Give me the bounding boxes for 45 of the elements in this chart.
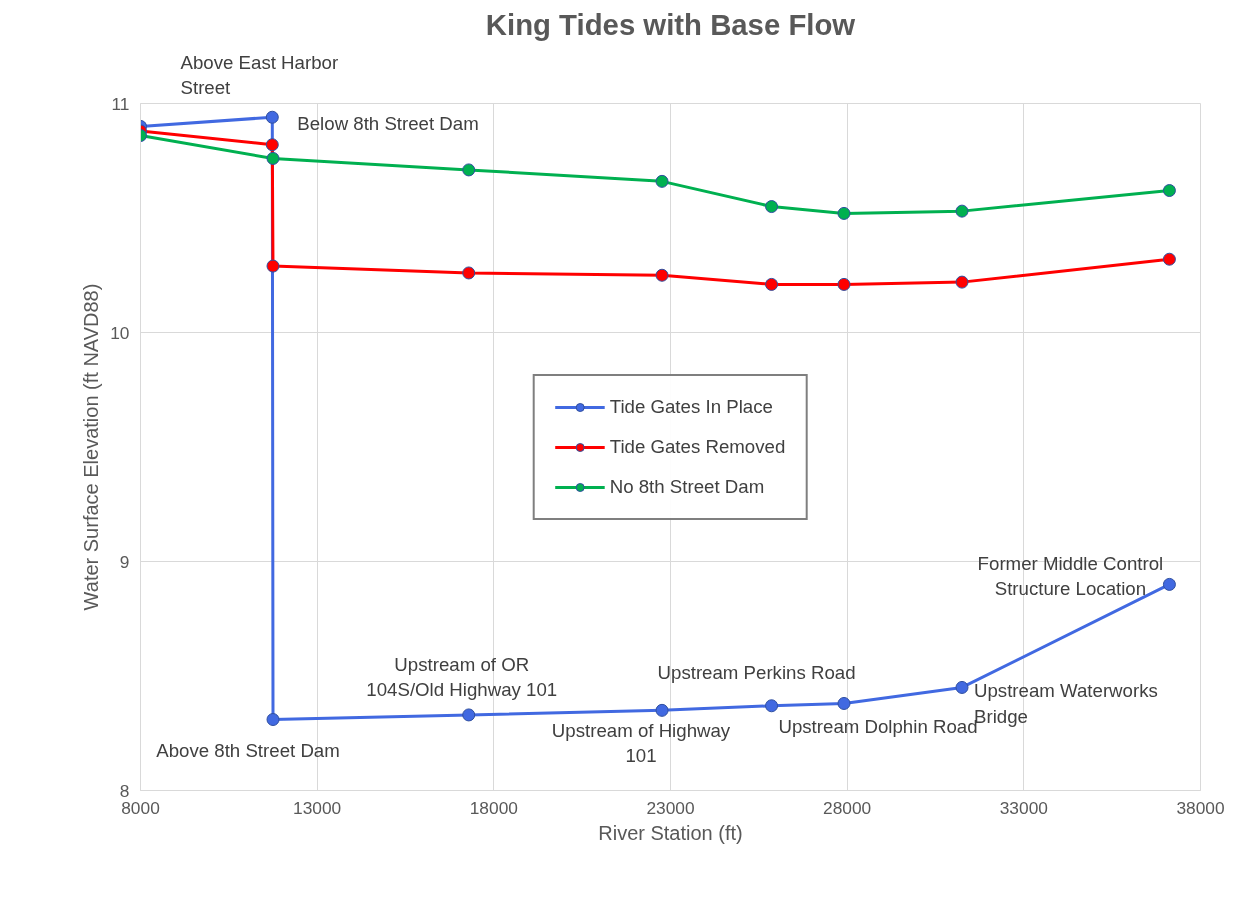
annotation: Above 8th Street Dam xyxy=(156,740,340,762)
y-tick-label: 9 xyxy=(119,551,130,572)
x-tick-label: 38000 xyxy=(1176,797,1225,818)
point xyxy=(955,275,969,289)
x-tick-label: 13000 xyxy=(293,797,342,818)
x-tick-label: 28000 xyxy=(823,797,872,818)
point xyxy=(655,703,669,717)
legend-label: Tide Gates Removed xyxy=(609,435,786,458)
point xyxy=(1162,577,1176,591)
point xyxy=(266,259,280,273)
annotation: Upstream Perkins Road xyxy=(657,662,856,684)
point xyxy=(765,200,779,214)
point xyxy=(462,163,476,177)
annotation: Below 8th Street Dam xyxy=(297,112,479,134)
point xyxy=(265,110,279,124)
chart-title: King Tides with Base Flow xyxy=(485,7,856,41)
x-tick-label: 18000 xyxy=(469,797,518,818)
point xyxy=(765,277,779,291)
point xyxy=(837,696,851,710)
x-tick-label: 33000 xyxy=(999,797,1048,818)
point xyxy=(955,204,969,218)
annotation: Former Middle Control Structure Location xyxy=(977,553,1164,600)
point xyxy=(955,680,969,694)
legend-label: Tide Gates In Place xyxy=(609,395,773,418)
y-axis-title: Water Surface Elevation (ft NAVD88) xyxy=(80,283,103,611)
text: Above East Harbor Street xyxy=(180,52,339,99)
annotation: Upstream of Highway 101 xyxy=(551,720,731,767)
point xyxy=(1162,252,1176,266)
point xyxy=(265,138,279,152)
x-axis-title: River Station (ft) xyxy=(598,821,743,844)
point xyxy=(266,713,280,726)
point xyxy=(765,699,779,713)
legend-label: No 8th Street Dam xyxy=(609,475,765,498)
y-tick-label: 11 xyxy=(111,93,130,114)
point xyxy=(837,277,851,291)
point xyxy=(266,151,280,165)
x-tick-label: 23000 xyxy=(646,797,695,818)
y-tick-label: 10 xyxy=(110,322,130,343)
point xyxy=(462,708,476,722)
point xyxy=(655,174,669,188)
point xyxy=(1162,184,1176,198)
point xyxy=(655,268,669,282)
point xyxy=(837,206,851,220)
point xyxy=(462,266,476,280)
annotation: Upstream of OR 104S/Old Highway 101 xyxy=(366,653,558,701)
